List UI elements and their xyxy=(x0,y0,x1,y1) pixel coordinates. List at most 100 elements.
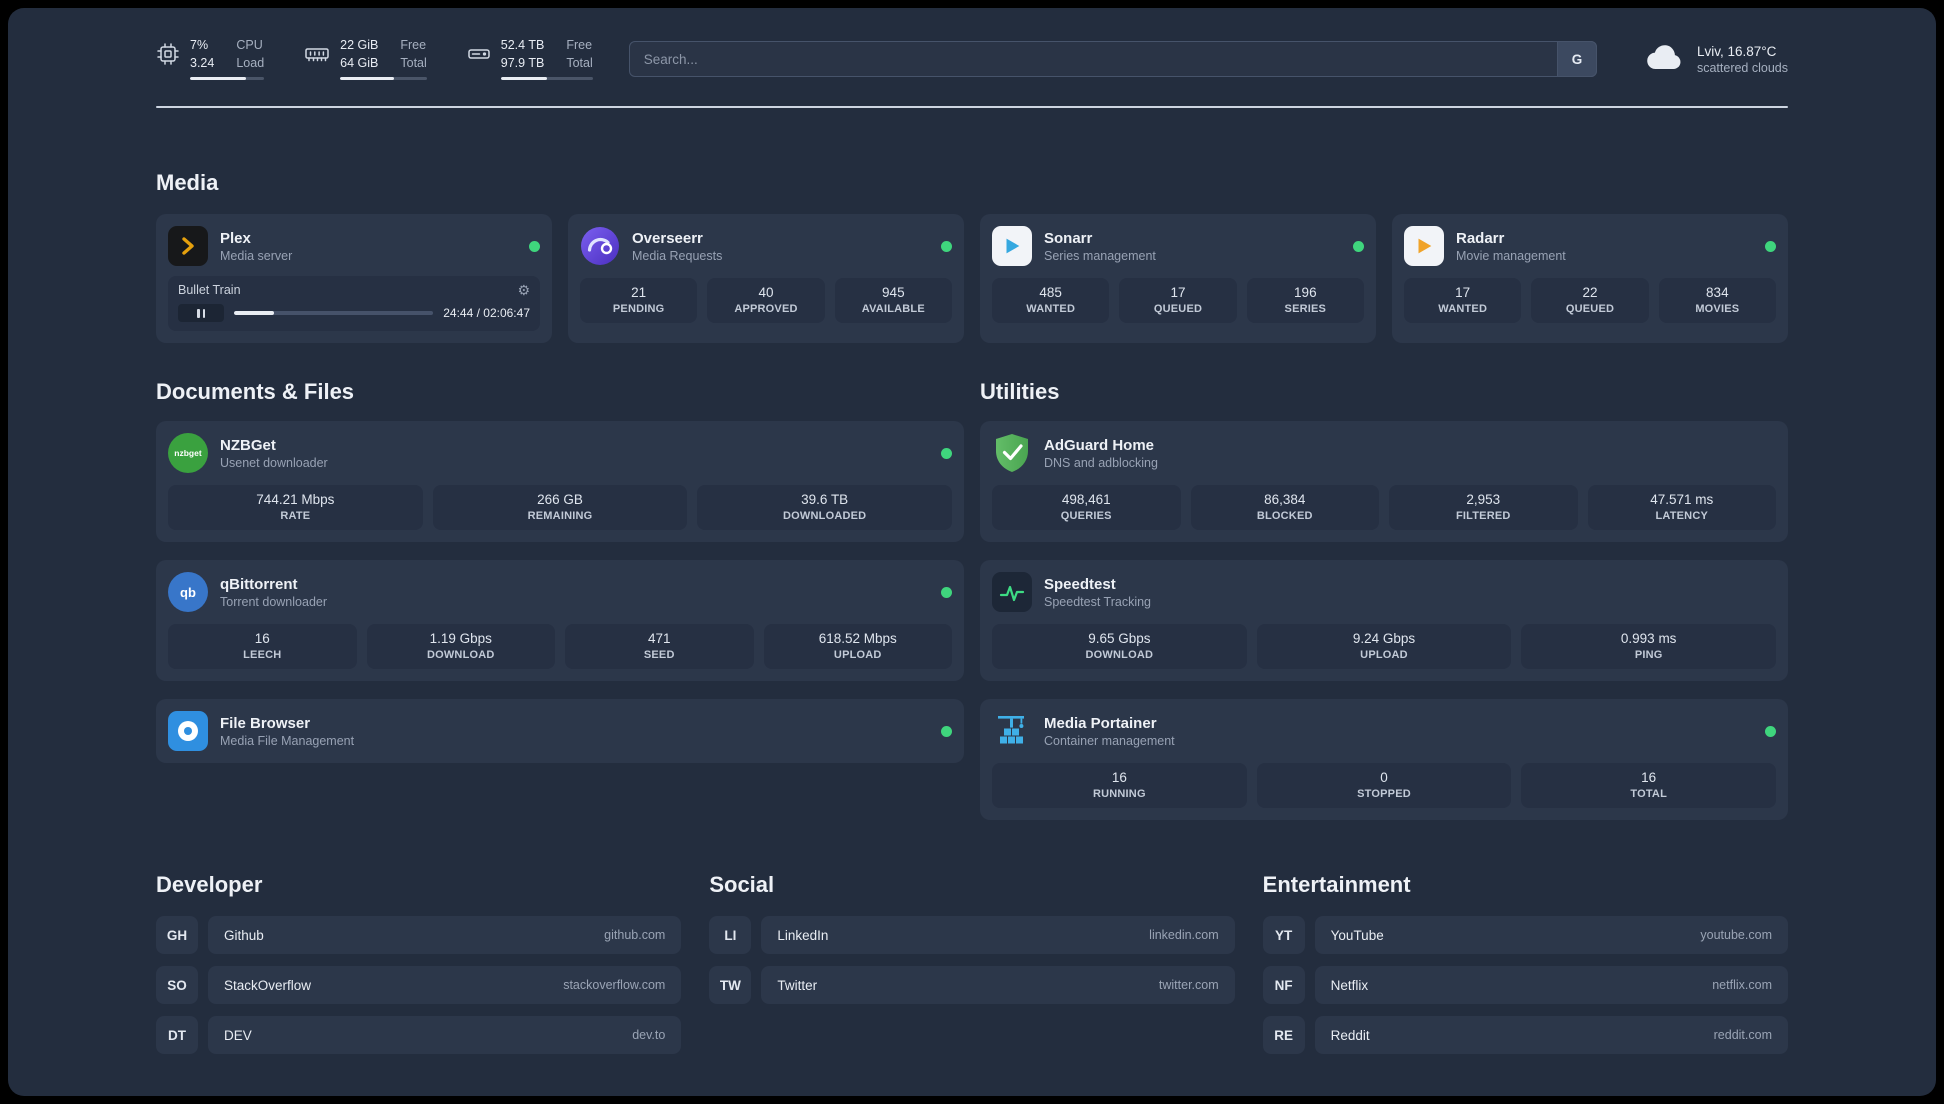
status-dot xyxy=(529,240,540,252)
cpu-usage-value: 7% xyxy=(190,38,209,52)
stat-wanted: 17 WANTED xyxy=(1404,278,1522,324)
bookmark-link-dev[interactable]: DEV dev.to xyxy=(208,1016,682,1055)
app-card-radarr[interactable]: Radarr Movie management 17 WANTED 22 QUE… xyxy=(1392,214,1788,344)
now-playing-title: Bullet Train xyxy=(178,283,241,298)
ram-total-label: Total xyxy=(400,55,427,70)
seek-bar[interactable] xyxy=(234,311,434,316)
bookmark-group-social: Social LI LinkedIn linkedin.com TW Twitt… xyxy=(709,872,1235,1054)
bookmark-group-entertainment: Entertainment YT YouTube youtube.com NF … xyxy=(1262,872,1788,1055)
bookmark-link-github[interactable]: Github github.com xyxy=(208,916,682,955)
playback-time: 24:44 / 02:06:47 xyxy=(443,306,530,321)
stat-value: 9.24 Gbps xyxy=(1352,631,1416,647)
bookmark-abbr[interactable]: LI xyxy=(709,916,752,955)
app-card-adguard[interactable]: AdGuard Home DNS and adblocking 498,461 … xyxy=(980,421,1788,543)
app-name: Radarr xyxy=(1456,229,1505,247)
app-subtitle: Media Requests xyxy=(632,248,723,263)
app-name: qBittorrent xyxy=(220,575,298,593)
stat-label: WANTED xyxy=(1438,303,1488,316)
search-provider-button[interactable]: G xyxy=(1556,41,1597,78)
status-dot xyxy=(941,447,952,459)
bookmark-row-netflix: NF Netflix netflix.com xyxy=(1262,966,1788,1005)
disk-progress-bar xyxy=(500,77,593,81)
app-name: NZBGet xyxy=(220,436,276,454)
stat-value: 0 xyxy=(1380,770,1388,786)
bookmark-row-github: GH Github github.com xyxy=(156,916,682,955)
stat-label: LEECH xyxy=(243,649,282,662)
pause-button[interactable] xyxy=(178,304,224,323)
bookmark-abbr[interactable]: NF xyxy=(1262,966,1305,1005)
system-stats: 7% 3.24 CPU Load xyxy=(156,38,593,81)
stat-label: RATE xyxy=(280,510,311,523)
stat-value: 485 xyxy=(1039,285,1062,301)
cpu-progress-bar xyxy=(190,77,265,81)
stat-label: LATENCY xyxy=(1655,510,1709,523)
cpu-stat: 7% 3.24 CPU Load xyxy=(156,38,265,81)
stat-label: QUERIES xyxy=(1060,510,1112,523)
bookmark-abbr[interactable]: DT xyxy=(156,1016,198,1055)
nzbget-icon: nzbget xyxy=(168,433,208,474)
portainer-icon xyxy=(992,711,1032,751)
bookmark-link-stackoverflow[interactable]: StackOverflow stackoverflow.com xyxy=(208,966,682,1005)
bookmark-abbr[interactable]: YT xyxy=(1262,916,1305,955)
disk-free-value: 52.4 TB xyxy=(500,38,545,52)
app-name: Sonarr xyxy=(1044,229,1093,247)
bookmark-link-netflix[interactable]: Netflix netflix.com xyxy=(1314,966,1788,1005)
status-dot xyxy=(941,240,952,252)
stat-seed: 471 SEED xyxy=(565,624,754,670)
search-input[interactable] xyxy=(628,41,1597,78)
stat-label: DOWNLOAD xyxy=(1085,649,1154,662)
bookmark-link-reddit[interactable]: Reddit reddit.com xyxy=(1314,1016,1788,1055)
bookmark-row-twitter: TW Twitter twitter.com xyxy=(709,966,1235,1005)
stat-label: MOVIES xyxy=(1695,303,1740,316)
stat-label: STOPPED xyxy=(1357,788,1411,801)
stat-value: 47.571 ms xyxy=(1650,492,1714,508)
app-card-qbittorrent[interactable]: qb qBittorrent Torrent downloader 16 LEE… xyxy=(156,560,964,682)
plex-now-playing: Bullet Train ⚙ 24:44 / 02:06:47 xyxy=(168,276,540,332)
bookmark-abbr[interactable]: GH xyxy=(156,916,198,955)
stat-ping: 0.993 ms PING xyxy=(1521,624,1777,670)
bookmark-url: github.com xyxy=(604,928,666,943)
search-bar: G xyxy=(628,41,1597,78)
bookmark-row-dev: DT DEV dev.to xyxy=(156,1016,682,1055)
stat-label: PING xyxy=(1634,649,1663,662)
bookmark-link-linkedin[interactable]: LinkedIn linkedin.com xyxy=(761,916,1235,955)
app-subtitle: Media server xyxy=(220,248,293,263)
adguard-icon xyxy=(992,433,1032,473)
section-utilities: Utilities AdGuard Home DNS and adblockin… xyxy=(980,379,1788,821)
section-title-media: Media xyxy=(156,170,219,196)
stat-value: 86,384 xyxy=(1264,492,1306,508)
app-name: Plex xyxy=(220,229,251,247)
bookmark-abbr[interactable]: SO xyxy=(156,966,198,1005)
app-card-filebrowser[interactable]: File Browser Media File Management xyxy=(156,699,964,764)
cpu-load-value: 3.24 xyxy=(190,55,215,70)
stat-value: 22 xyxy=(1582,285,1598,301)
app-card-sonarr[interactable]: Sonarr Series management 485 WANTED 17 Q… xyxy=(980,214,1376,344)
bookmark-url: stackoverflow.com xyxy=(563,978,666,993)
stat-label: AVAILABLE xyxy=(861,303,925,316)
stat-value: 0.993 ms xyxy=(1620,631,1677,647)
stat-value: 471 xyxy=(647,631,671,647)
ram-progress-bar xyxy=(340,77,427,81)
bookmark-name: StackOverflow xyxy=(224,977,312,993)
bookmark-abbr[interactable]: TW xyxy=(709,966,752,1005)
section-title-documents: Documents & Files xyxy=(156,379,355,405)
stat-pending: 21 PENDING xyxy=(580,278,698,324)
stat-value: 17 xyxy=(1170,285,1186,301)
stat-label: UPLOAD xyxy=(1360,649,1408,662)
app-card-speedtest[interactable]: Speedtest Speedtest Tracking 9.65 Gbps D… xyxy=(980,560,1788,682)
app-card-portainer[interactable]: Media Portainer Container management 16 … xyxy=(980,699,1788,821)
stat-movies: 834 MOVIES xyxy=(1658,278,1776,324)
bookmark-name: Github xyxy=(224,927,264,943)
weather-condition: scattered clouds xyxy=(1696,60,1788,75)
bookmark-link-youtube[interactable]: YouTube youtube.com xyxy=(1314,916,1788,955)
app-card-plex[interactable]: Plex Media server Bullet Train ⚙ xyxy=(156,214,552,344)
gear-icon[interactable]: ⚙ xyxy=(517,282,530,299)
stat-label: SERIES xyxy=(1284,303,1327,316)
bookmark-abbr[interactable]: RE xyxy=(1262,1016,1305,1055)
app-card-overseerr[interactable]: Overseerr Media Requests 21 PENDING 40 A… xyxy=(568,214,964,344)
bookmark-link-twitter[interactable]: Twitter twitter.com xyxy=(761,966,1235,1005)
bookmark-url: twitter.com xyxy=(1158,978,1219,993)
app-card-nzbget[interactable]: nzbget NZBGet Usenet downloader 744.21 M… xyxy=(156,421,964,543)
stat-label: SEED xyxy=(643,649,675,662)
bookmark-row-linkedin: LI LinkedIn linkedin.com xyxy=(709,916,1235,955)
